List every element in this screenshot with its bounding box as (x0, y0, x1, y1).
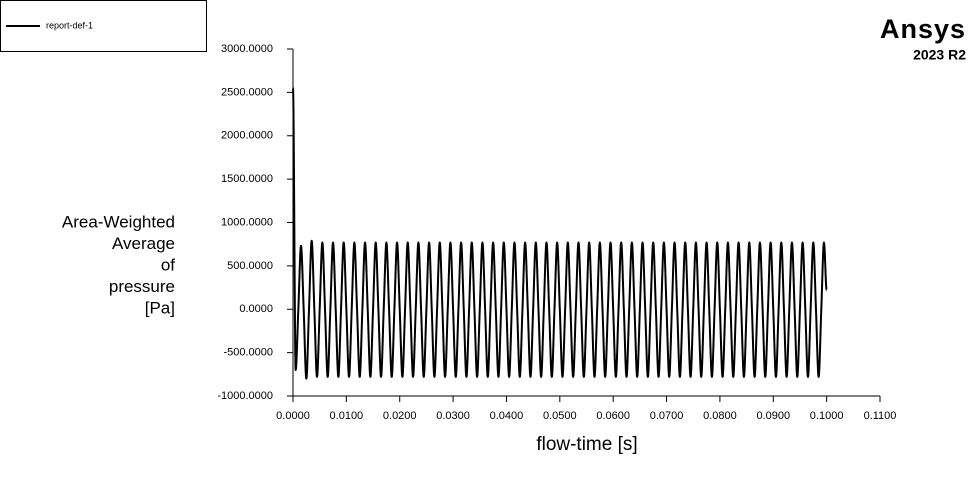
y-axis-title: of (161, 255, 175, 274)
x-tick-label: 0.0400 (490, 410, 524, 422)
x-tick-label: 0.1000 (810, 410, 844, 422)
x-tick-label: 0.0000 (276, 410, 310, 422)
x-tick-label: 0.0200 (383, 410, 417, 422)
x-tick-label: 0.0800 (703, 410, 737, 422)
y-axis-title: Area-Weighted (62, 212, 175, 231)
x-tick-label: 0.0900 (756, 410, 790, 422)
y-tick-label: 1000.0000 (221, 216, 273, 228)
y-tick-label: 3000.0000 (221, 43, 273, 55)
y-axis-title: pressure (109, 277, 175, 296)
y-axis-title: [Pa] (145, 298, 175, 317)
x-tick-label: 0.0300 (436, 410, 470, 422)
x-tick-label: 0.1100 (864, 410, 897, 422)
x-axis-title: flow-time [s] (536, 434, 637, 455)
y-tick-label: -500.0000 (223, 347, 273, 359)
x-tick-label: 0.0700 (650, 410, 684, 422)
y-tick-label: -1000.0000 (217, 390, 273, 402)
y-tick-label: 500.0000 (227, 260, 273, 272)
legend-label: report-def-1 (46, 20, 93, 30)
data-line (292, 87, 828, 380)
x-tick-label: 0.0100 (330, 410, 364, 422)
x-tick-label: 0.0600 (596, 410, 630, 422)
y-tick-label: 1500.0000 (221, 173, 273, 185)
y-axis-title: Average (112, 234, 175, 253)
logo-name: Ansys (880, 14, 966, 44)
y-tick-label: 2500.0000 (221, 86, 273, 98)
x-tick-label: 0.0500 (543, 410, 577, 422)
y-tick-label: 0.0000 (239, 303, 273, 315)
logo-version: 2023 R2 (913, 47, 966, 63)
y-tick-label: 2000.0000 (221, 130, 273, 142)
